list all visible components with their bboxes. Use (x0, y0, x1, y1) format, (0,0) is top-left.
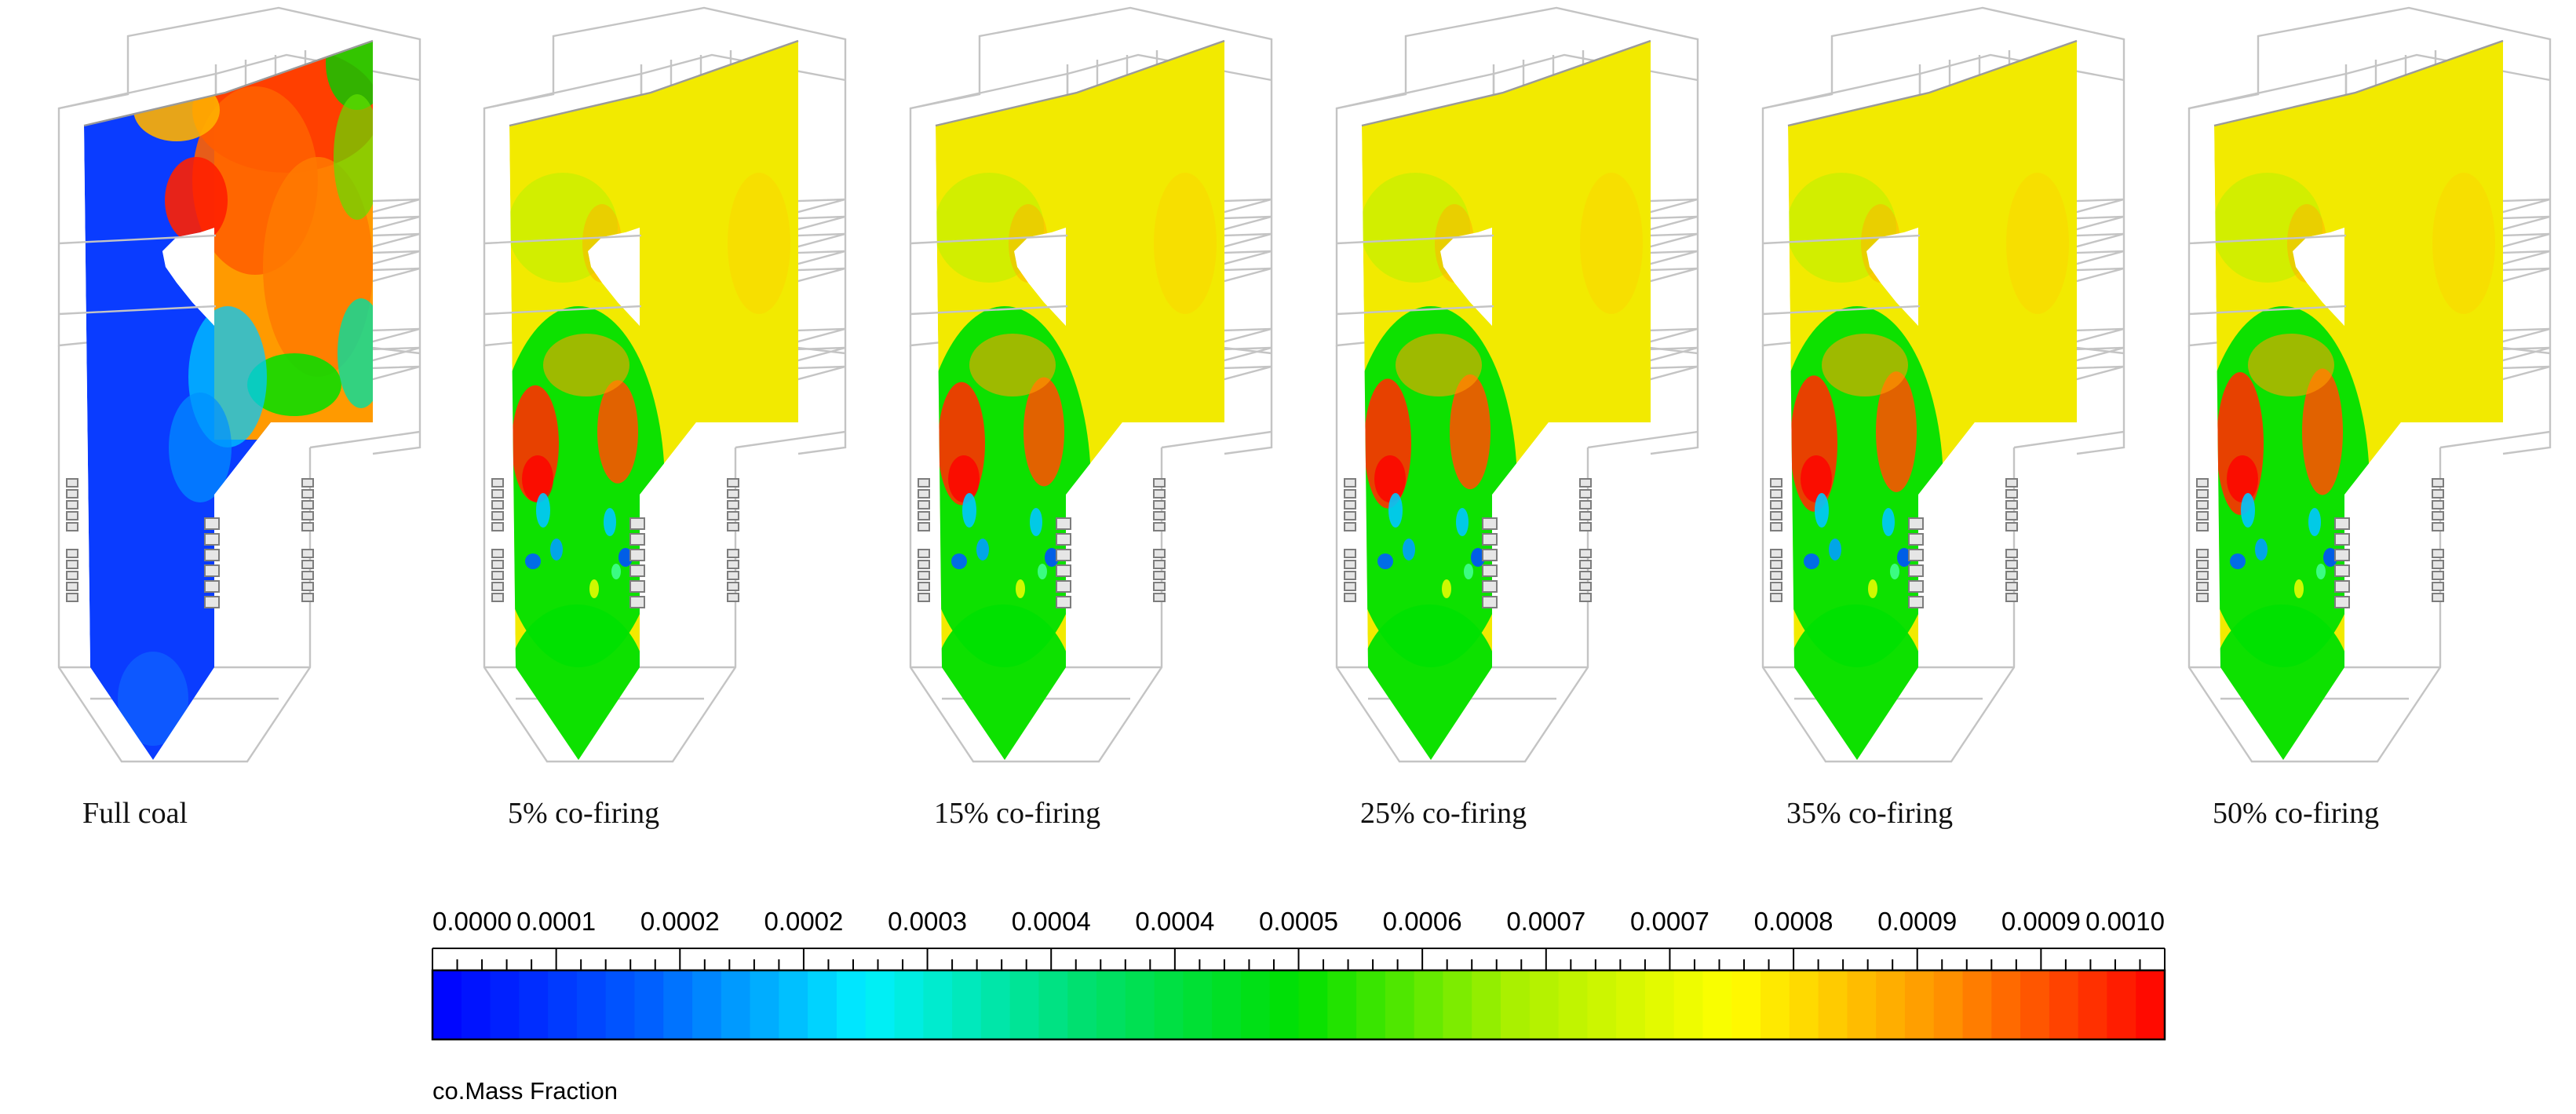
colorbar-band (576, 970, 607, 1039)
colorbar-band (1443, 970, 1472, 1039)
colorbar-band (2107, 970, 2137, 1039)
colorbar-band (2136, 970, 2166, 1039)
colorbar-tick-label: 0.0006 (1383, 907, 1462, 936)
colorbar-gradient (432, 970, 2166, 1039)
boiler-panel: 25% co-firing (1335, 6, 1699, 830)
colorbar-band (1904, 970, 1935, 1039)
colorbar-band (1991, 970, 2021, 1039)
panel-caption: 5% co-firing (508, 797, 659, 830)
colorbar-band (1847, 970, 1877, 1039)
colorbar-band (865, 970, 896, 1039)
mass-fraction-contour (84, 41, 373, 760)
colorbar-band (952, 970, 982, 1039)
colorbar-band (1876, 970, 1906, 1039)
panel-caption: Full coal (82, 797, 188, 830)
colorbar-band (779, 970, 808, 1039)
colorbar-tick-label: 0.0007 (1506, 907, 1585, 936)
colorbar-tick-label: 0.0003 (888, 907, 967, 936)
colorbar-band (461, 970, 491, 1039)
colorbar-band (519, 970, 549, 1039)
colorbar-tick-label: 0.0010 (2085, 907, 2165, 936)
colorbar-tick-label: 0.0001 (516, 907, 596, 936)
colorbar-band (1644, 970, 1675, 1039)
colorbar-band (1154, 970, 1184, 1039)
colorbar-band (808, 970, 837, 1039)
colorbar-band (432, 970, 462, 1039)
colorbar-band (1269, 970, 1300, 1039)
colorbar-tick-label: 0.0004 (1012, 907, 1091, 936)
colorbar-band (1933, 970, 1964, 1039)
colorbar-band (1125, 970, 1155, 1039)
mass-fraction-contour (936, 41, 1224, 760)
boiler-panel: 35% co-firing (1761, 6, 2125, 830)
colorbar-band (2078, 970, 2108, 1039)
colorbar-band (1038, 970, 1069, 1039)
colorbar-tick-label: 0.0009 (2001, 907, 2081, 936)
colorbar-band (1212, 970, 1242, 1039)
colorbar-band (2020, 970, 2050, 1039)
colorbar-band (1731, 970, 1761, 1039)
colorbar-band (1673, 970, 1704, 1039)
colorbar-band (1327, 970, 1357, 1039)
colorbar-band (692, 970, 722, 1039)
colorbar-band (1472, 970, 1501, 1039)
colorbar-band (1558, 970, 1589, 1039)
colorbar-band (1356, 970, 1386, 1039)
colorbar-band (923, 970, 953, 1039)
boiler-panels: Full coal 5% co-firing 15% co-firing 25% co… (57, 6, 2552, 830)
panel-caption: 35% co-firing (1786, 797, 1953, 830)
colorbar-tick-label: 0.0000 (432, 907, 512, 936)
colorbar-title: co.Mass Fraction (432, 1077, 618, 1105)
boiler-panel: 5% co-firing (483, 6, 847, 830)
colorbar-band (1761, 970, 1790, 1039)
colorbar-tick-label: 0.0008 (1754, 907, 1833, 936)
colorbar-band (894, 970, 925, 1039)
boiler-panel: 50% co-firing (2187, 6, 2552, 830)
colorbar-band (1240, 970, 1271, 1039)
colorbar-band (1789, 970, 1819, 1039)
colorbar-tick-label: 0.0005 (1259, 907, 1338, 936)
colorbar-band (1616, 970, 1646, 1039)
colorbar-band (1529, 970, 1560, 1039)
colorbar-band (1962, 970, 1993, 1039)
colorbar-ticks (432, 948, 2166, 970)
colorbar-band (1067, 970, 1097, 1039)
colorbar-band (1385, 970, 1415, 1039)
colorbar-band (1183, 970, 1213, 1039)
colorbar: 0.0000 0.0001 0.0002 0.0002 0.0003 0.0004 0.00… (431, 907, 2166, 1105)
colorbar-band (605, 970, 636, 1039)
mass-fraction-contour (1362, 41, 1651, 760)
colorbar-tick-label: 0.0009 (1877, 907, 1957, 936)
panel-caption: 15% co-firing (934, 797, 1100, 830)
boiler-panel: Full coal (57, 6, 421, 830)
colorbar-band (836, 970, 867, 1039)
colorbar-band (750, 970, 780, 1039)
colorbar-band (1009, 970, 1040, 1039)
colorbar-tick-label: 0.0007 (1630, 907, 1709, 936)
boiler-panel: 15% co-firing (909, 6, 1273, 830)
colorbar-band (1096, 970, 1126, 1039)
colorbar-band (634, 970, 665, 1039)
colorbar-band (1414, 970, 1444, 1039)
colorbar-tick-label: 0.0004 (1135, 907, 1214, 936)
colorbar-band (1702, 970, 1733, 1039)
colorbar-tick-labels: 0.0000 0.0001 0.0002 0.0002 0.0003 0.0004 0.00… (432, 907, 2165, 936)
colorbar-tick-label: 0.0002 (764, 907, 843, 936)
colorbar-band (663, 970, 693, 1039)
panel-caption: 50% co-firing (2213, 797, 2379, 830)
panel-caption: 25% co-firing (1360, 797, 1527, 830)
colorbar-band (1298, 970, 1329, 1039)
colorbar-band (2049, 970, 2079, 1039)
colorbar-band (1587, 970, 1617, 1039)
colorbar-band (490, 970, 520, 1039)
colorbar-band (721, 970, 751, 1039)
colorbar-band (1818, 970, 1848, 1039)
colorbar-band (548, 970, 578, 1039)
colorbar-band (1500, 970, 1531, 1039)
colorbar-tick-label: 0.0002 (640, 907, 720, 936)
colorbar-band (980, 970, 1011, 1039)
